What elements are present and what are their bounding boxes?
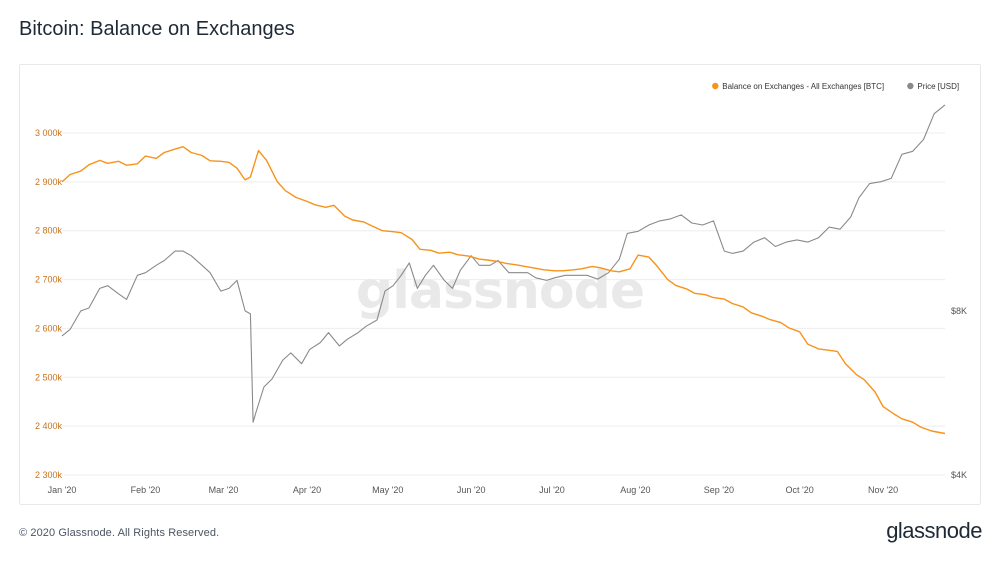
left-y-axis: 2 300k 2 400k 2 500k 2 600k 2 700k 2 800k 2 90… bbox=[35, 128, 63, 480]
left-axis-tick-label: 2 500k bbox=[35, 372, 63, 382]
x-axis-tick-label: Nov '20 bbox=[868, 485, 898, 495]
gridlines bbox=[62, 132, 945, 476]
chart-legend[interactable]: Balance on Exchanges - All Exchanges [BT… bbox=[712, 82, 959, 91]
price-series-line bbox=[61, 104, 946, 423]
x-axis-tick-label: Mar '20 bbox=[209, 485, 239, 495]
x-axis-tick-label: Jan '20 bbox=[48, 485, 77, 495]
x-axis-tick-label: Oct '20 bbox=[786, 485, 814, 495]
x-axis-tick-label: Jun '20 bbox=[457, 485, 486, 495]
footer-copyright: © 2020 Glassnode. All Rights Reserved. bbox=[19, 527, 220, 539]
legend-swatch-balance[interactable] bbox=[712, 82, 719, 90]
x-axis-tick-label: Jul '20 bbox=[539, 485, 565, 495]
x-axis: Jan '20 Feb '20 Mar '20 Apr '20 May '20 Jun '… bbox=[48, 485, 899, 495]
left-axis-tick-label: 2 400k bbox=[35, 421, 63, 431]
left-axis-tick-label: 2 700k bbox=[35, 275, 63, 285]
left-axis-tick-label: 2 900k bbox=[35, 177, 63, 187]
legend-swatch-price[interactable] bbox=[907, 82, 914, 90]
page-title: Bitcoin: Balance on Exchanges bbox=[19, 18, 295, 40]
x-axis-tick-label: Sep '20 bbox=[704, 485, 734, 495]
chart-watermark: glassnode bbox=[356, 261, 644, 321]
legend-label-balance[interactable]: Balance on Exchanges - All Exchanges [BT… bbox=[722, 82, 884, 91]
right-axis-tick-label: $4K bbox=[951, 470, 967, 480]
left-axis-tick-label: 2 300k bbox=[35, 470, 63, 480]
chart-panel bbox=[19, 64, 981, 505]
legend-label-price[interactable]: Price [USD] bbox=[917, 82, 959, 91]
right-y-axis: $4K $8K bbox=[951, 306, 967, 480]
x-axis-tick-label: May '20 bbox=[372, 485, 403, 495]
x-axis-tick-label: Feb '20 bbox=[131, 485, 161, 495]
right-axis-tick-label: $8K bbox=[951, 306, 967, 316]
balance-series-line bbox=[61, 145, 946, 435]
x-axis-tick-label: Apr '20 bbox=[293, 485, 321, 495]
left-axis-tick-label: 3 000k bbox=[35, 128, 63, 138]
brand-logo[interactable]: glassnode bbox=[886, 518, 982, 543]
left-axis-tick-label: 2 600k bbox=[35, 323, 63, 333]
series-layer bbox=[61, 104, 946, 435]
left-axis-tick-label: 2 800k bbox=[35, 226, 63, 236]
x-axis-tick-label: Aug '20 bbox=[620, 485, 650, 495]
